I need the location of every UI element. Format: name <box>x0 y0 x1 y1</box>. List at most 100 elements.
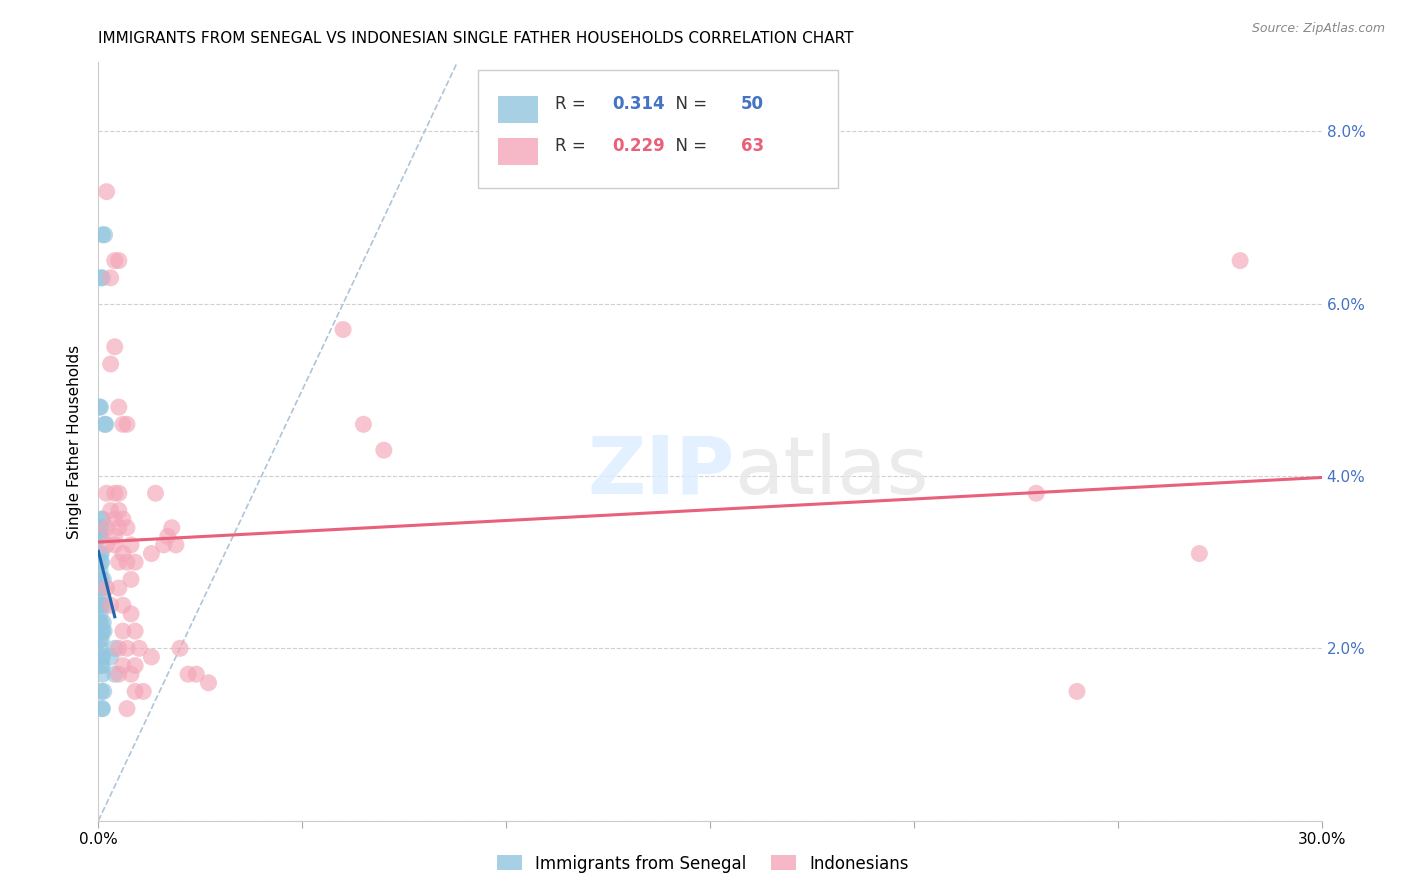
Point <box>91 667 114 681</box>
Point <box>96 538 118 552</box>
Point <box>108 641 131 656</box>
Text: R =: R = <box>555 95 591 113</box>
Point <box>124 624 146 639</box>
Point <box>108 667 131 681</box>
Point <box>132 684 155 698</box>
Point <box>100 599 122 613</box>
FancyBboxPatch shape <box>498 138 537 165</box>
Point <box>93 684 115 698</box>
Text: N =: N = <box>665 136 713 155</box>
Point <box>93 624 115 639</box>
Point <box>108 486 131 500</box>
Point <box>89 564 111 578</box>
Point <box>94 417 117 432</box>
Text: 63: 63 <box>741 136 763 155</box>
Point <box>90 658 112 673</box>
Point <box>90 624 112 639</box>
Point <box>89 641 111 656</box>
Point <box>104 529 127 543</box>
Point <box>89 615 111 630</box>
FancyBboxPatch shape <box>498 96 537 123</box>
Point <box>332 322 354 336</box>
Point <box>1025 486 1047 500</box>
Point <box>96 185 118 199</box>
Point <box>145 486 167 500</box>
Text: ZIP: ZIP <box>588 433 734 511</box>
Point <box>89 590 111 604</box>
Y-axis label: Single Father Households: Single Father Households <box>67 344 83 539</box>
Point <box>89 632 111 647</box>
Point <box>91 512 114 526</box>
Point <box>91 658 114 673</box>
Text: IMMIGRANTS FROM SENEGAL VS INDONESIAN SINGLE FATHER HOUSEHOLDS CORRELATION CHART: IMMIGRANTS FROM SENEGAL VS INDONESIAN SI… <box>98 31 853 46</box>
Text: 0.229: 0.229 <box>612 136 665 155</box>
Point <box>100 503 122 517</box>
Point <box>120 573 142 587</box>
Point <box>90 512 112 526</box>
Point <box>100 270 122 285</box>
Point <box>90 599 112 613</box>
Point <box>141 547 163 561</box>
Point <box>186 667 208 681</box>
Point <box>90 684 112 698</box>
Point <box>91 573 114 587</box>
Point <box>1229 253 1251 268</box>
Point <box>108 555 131 569</box>
Point <box>89 270 111 285</box>
Point <box>197 675 219 690</box>
Point <box>104 512 127 526</box>
Point <box>124 555 146 569</box>
Point <box>100 649 122 664</box>
Text: atlas: atlas <box>734 433 929 511</box>
Point <box>156 529 179 543</box>
Point <box>352 417 374 432</box>
Point <box>91 270 114 285</box>
Point <box>152 538 174 552</box>
Point <box>1188 547 1211 561</box>
Point <box>104 486 127 500</box>
Point <box>93 227 115 242</box>
Point <box>96 581 118 595</box>
Point <box>90 632 112 647</box>
Point <box>91 649 114 664</box>
Point <box>90 701 112 715</box>
Point <box>104 667 127 681</box>
Text: 50: 50 <box>741 95 763 113</box>
Point <box>115 555 138 569</box>
Point <box>89 547 111 561</box>
Text: Source: ZipAtlas.com: Source: ZipAtlas.com <box>1251 22 1385 36</box>
Point <box>128 641 150 656</box>
Point <box>104 538 127 552</box>
Point <box>89 529 111 543</box>
Point <box>104 641 127 656</box>
Point <box>89 599 111 613</box>
Point <box>104 253 127 268</box>
Point <box>120 667 142 681</box>
Point <box>93 599 115 613</box>
Point <box>90 573 112 587</box>
Point <box>1066 684 1088 698</box>
Point <box>89 607 111 621</box>
Point <box>120 607 142 621</box>
Point <box>177 667 200 681</box>
Point <box>96 521 118 535</box>
Point <box>89 400 111 414</box>
Point <box>91 624 114 639</box>
Point <box>108 253 131 268</box>
Point <box>108 521 131 535</box>
Point <box>160 521 183 535</box>
Point <box>91 227 114 242</box>
Text: R =: R = <box>555 136 591 155</box>
Text: 0.314: 0.314 <box>612 95 665 113</box>
Point <box>111 599 134 613</box>
Point <box>108 400 131 414</box>
Point <box>373 443 395 458</box>
Point <box>89 581 111 595</box>
Point <box>111 547 134 561</box>
Point <box>90 529 112 543</box>
FancyBboxPatch shape <box>478 70 838 187</box>
Point <box>115 701 138 715</box>
Point <box>108 581 131 595</box>
Point <box>91 615 114 630</box>
Point <box>124 658 146 673</box>
